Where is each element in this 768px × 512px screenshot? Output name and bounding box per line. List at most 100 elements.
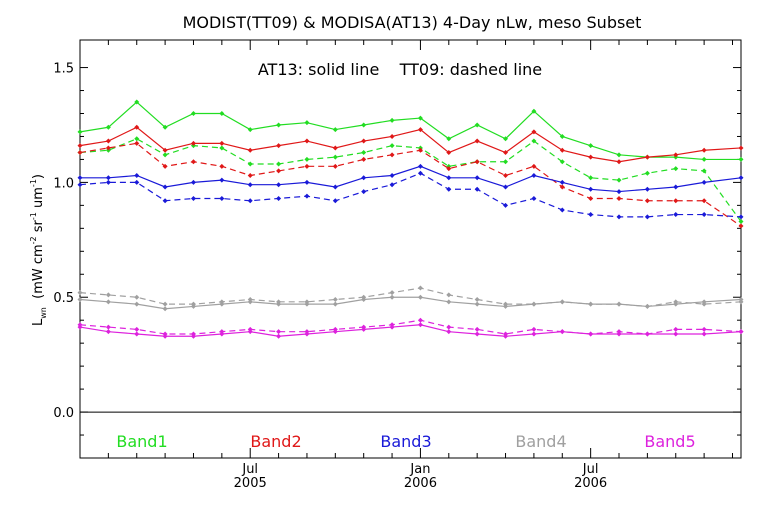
series-band5-dashed-point [531,326,537,332]
series-band4-solid-point [389,294,395,300]
x-tick-label-month: Jan [409,462,430,477]
series-band5-solid-point [531,331,537,337]
series-band3-solid-point [644,186,650,192]
series-band5-solid-point [417,322,423,328]
series-band1-dashed-point [389,143,395,149]
series-band1-solid-point [616,152,622,158]
series-band1-solid-point [219,110,225,116]
series-band2-dashed-point [417,147,423,153]
series-band3-solid-point [105,175,111,181]
series-band3-solid-point [134,173,140,179]
series-band3-dashed-point [588,212,594,218]
y-axis-label-um: um [31,187,46,212]
series-band5-solid-point [474,331,480,337]
series-band1-solid-point [503,136,509,142]
series-band2-dashed-point [644,198,650,204]
series-band5-dashed-point [276,329,282,335]
series-band3-dashed-point [219,195,225,201]
series-band4-solid-point [276,301,282,307]
series-band2-dashed-point [105,145,111,151]
series-band5-solid-point [701,331,707,337]
y-axis-label-close: ) [31,174,46,179]
series-band2-solid-point [247,147,253,153]
series-band5-solid-point [588,331,594,337]
series-band5-solid-point [644,331,650,337]
series-band4-solid-point [673,301,679,307]
series-band4-solid-point [701,299,707,305]
series-band3-dashed-point [247,198,253,204]
series-band5-dashed-point [701,326,707,332]
series-band5-solid-point [503,333,509,339]
series-band1-solid-point [247,127,253,133]
series-band2-dashed-point [701,198,707,204]
series-band3-dashed-point [276,195,282,201]
series-band3-solid-point [219,177,225,183]
series-band4-solid-point [559,299,565,305]
series-band3-dashed-point [332,198,338,204]
series-band2-solid-point [417,127,423,133]
series-band3-dashed-point [446,186,452,192]
series-band2-solid-point [738,145,744,151]
series-band2-solid-point [588,154,594,160]
series-band3-dashed-point [738,214,744,220]
series-band1-dashed-point [616,177,622,183]
series-band5-solid-point [304,331,310,337]
y-axis-label-sr: sr [31,219,46,236]
series-band2-solid-point [162,147,168,153]
series-band5-solid-point [77,324,83,330]
series-band1-solid-point [162,124,168,130]
series-band4-solid-point [531,301,537,307]
series-band1-solid-point [332,127,338,133]
series-band1-solid-point [134,99,140,105]
series-band3-solid-point [162,184,168,190]
series-band5-solid-point [332,329,338,335]
series-band4-solid-point [162,306,168,312]
series-band3-dashed-point [389,182,395,188]
series-band3-dashed-point [77,182,83,188]
legend-label-band4: Band4 [515,432,566,451]
series-band5-solid-point [105,329,111,335]
series-band2-dashed-point [332,163,338,169]
series-band1-solid-point [304,120,310,126]
y-tick-label: 0.5 [53,291,74,306]
series-band2-dashed-point [134,140,140,146]
series-band1-solid-point [190,110,196,116]
series-band3-solid-point [389,173,395,179]
series-band5-dashed-point [474,326,480,332]
series-band1-dashed-point [588,175,594,181]
series-band2-solid-point [361,138,367,144]
series-band1-solid-point [77,129,83,135]
series-band2-dashed-point [162,163,168,169]
series-band4-dashed-point [474,297,480,303]
series-band4-solid-point [446,299,452,305]
series-band4-dashed-point [389,290,395,296]
series-band2-solid-line [79,126,742,163]
series-band1-solid-point [588,143,594,149]
series-band3-dashed-point [559,207,565,213]
series-band2-solid-point [673,152,679,158]
series-band1-dashed-line [79,138,742,222]
series-band4-solid-point [361,297,367,303]
series-band3-solid-point [361,175,367,181]
series-band3-solid-point [417,163,423,169]
series-band4-solid-point [738,297,744,303]
series-band3-solid-point [474,175,480,181]
series-band4-solid-point [304,301,310,307]
series-band4-solid-point [417,294,423,300]
series-band3-solid-point [673,184,679,190]
series-band4-solid-point [190,303,196,309]
chart-title: MODIST(TT09) & MODISA(AT13) 4-Day nLw, m… [183,13,642,32]
series-band2-solid-point [559,147,565,153]
x-tick-label-year: 2005 [234,476,267,491]
series-band3-solid-point [77,175,83,181]
series-band4-dashed-point [417,285,423,291]
series-band4-solid-point [77,297,83,303]
series-band3-solid-point [588,186,594,192]
series-band3-dashed-point [304,193,310,199]
series-band1-dashed-point [361,150,367,156]
series-band4-solid-line [79,296,742,310]
series-band2-solid-point [531,129,537,135]
series-band2-dashed-point [361,156,367,162]
